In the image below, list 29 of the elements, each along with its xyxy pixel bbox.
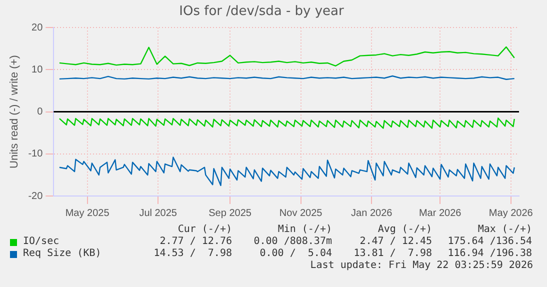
y-axis-title: Units read (-) / write (+) xyxy=(8,55,21,168)
text: 0.00 / 5.04 xyxy=(258,248,332,260)
text: 13.81 / 7.98 xyxy=(352,248,432,260)
chart-title: IOs for /dev/sda - by year xyxy=(179,4,345,20)
x-tick-label: Sep 2025 xyxy=(208,208,252,219)
text: Last update: Fri May 22 03:25:59 2026 xyxy=(310,260,533,271)
x-tick-label: May 2025 xyxy=(65,208,110,219)
y-tick-label: -10 xyxy=(28,148,44,160)
y-tick-label: 20 xyxy=(32,22,44,34)
legend-label: IO/sec xyxy=(23,236,60,248)
text: Min (-/+) xyxy=(276,224,332,236)
text: Avg (-/+) xyxy=(376,224,432,236)
text: Max (-/+) xyxy=(476,224,532,236)
text: 14.53 / 7.98 xyxy=(152,248,232,260)
x-tick-label: Nov 2025 xyxy=(279,208,323,219)
x-tick-label: May 2026 xyxy=(488,208,534,219)
text: Cur (-/+) xyxy=(176,224,232,236)
x-tick-label: Jan 2026 xyxy=(351,208,393,219)
legend-label: Req Size (KB) xyxy=(23,248,102,260)
text: 2.47 / 12.45 xyxy=(358,236,432,248)
y-tick-label: -20 xyxy=(28,190,44,202)
x-tick-label: Mar 2026 xyxy=(418,208,462,219)
x-tick-label: Jul 2025 xyxy=(139,208,178,219)
y-tick-label: 10 xyxy=(32,64,44,76)
text: 175.64 /136.54 xyxy=(446,236,532,248)
text: 0.00 /808.37m xyxy=(252,236,332,248)
text: 2.77 / 12.76 xyxy=(158,236,232,248)
y-tick-label: 0 xyxy=(37,106,44,118)
text: 116.94 /196.38 xyxy=(446,248,532,260)
